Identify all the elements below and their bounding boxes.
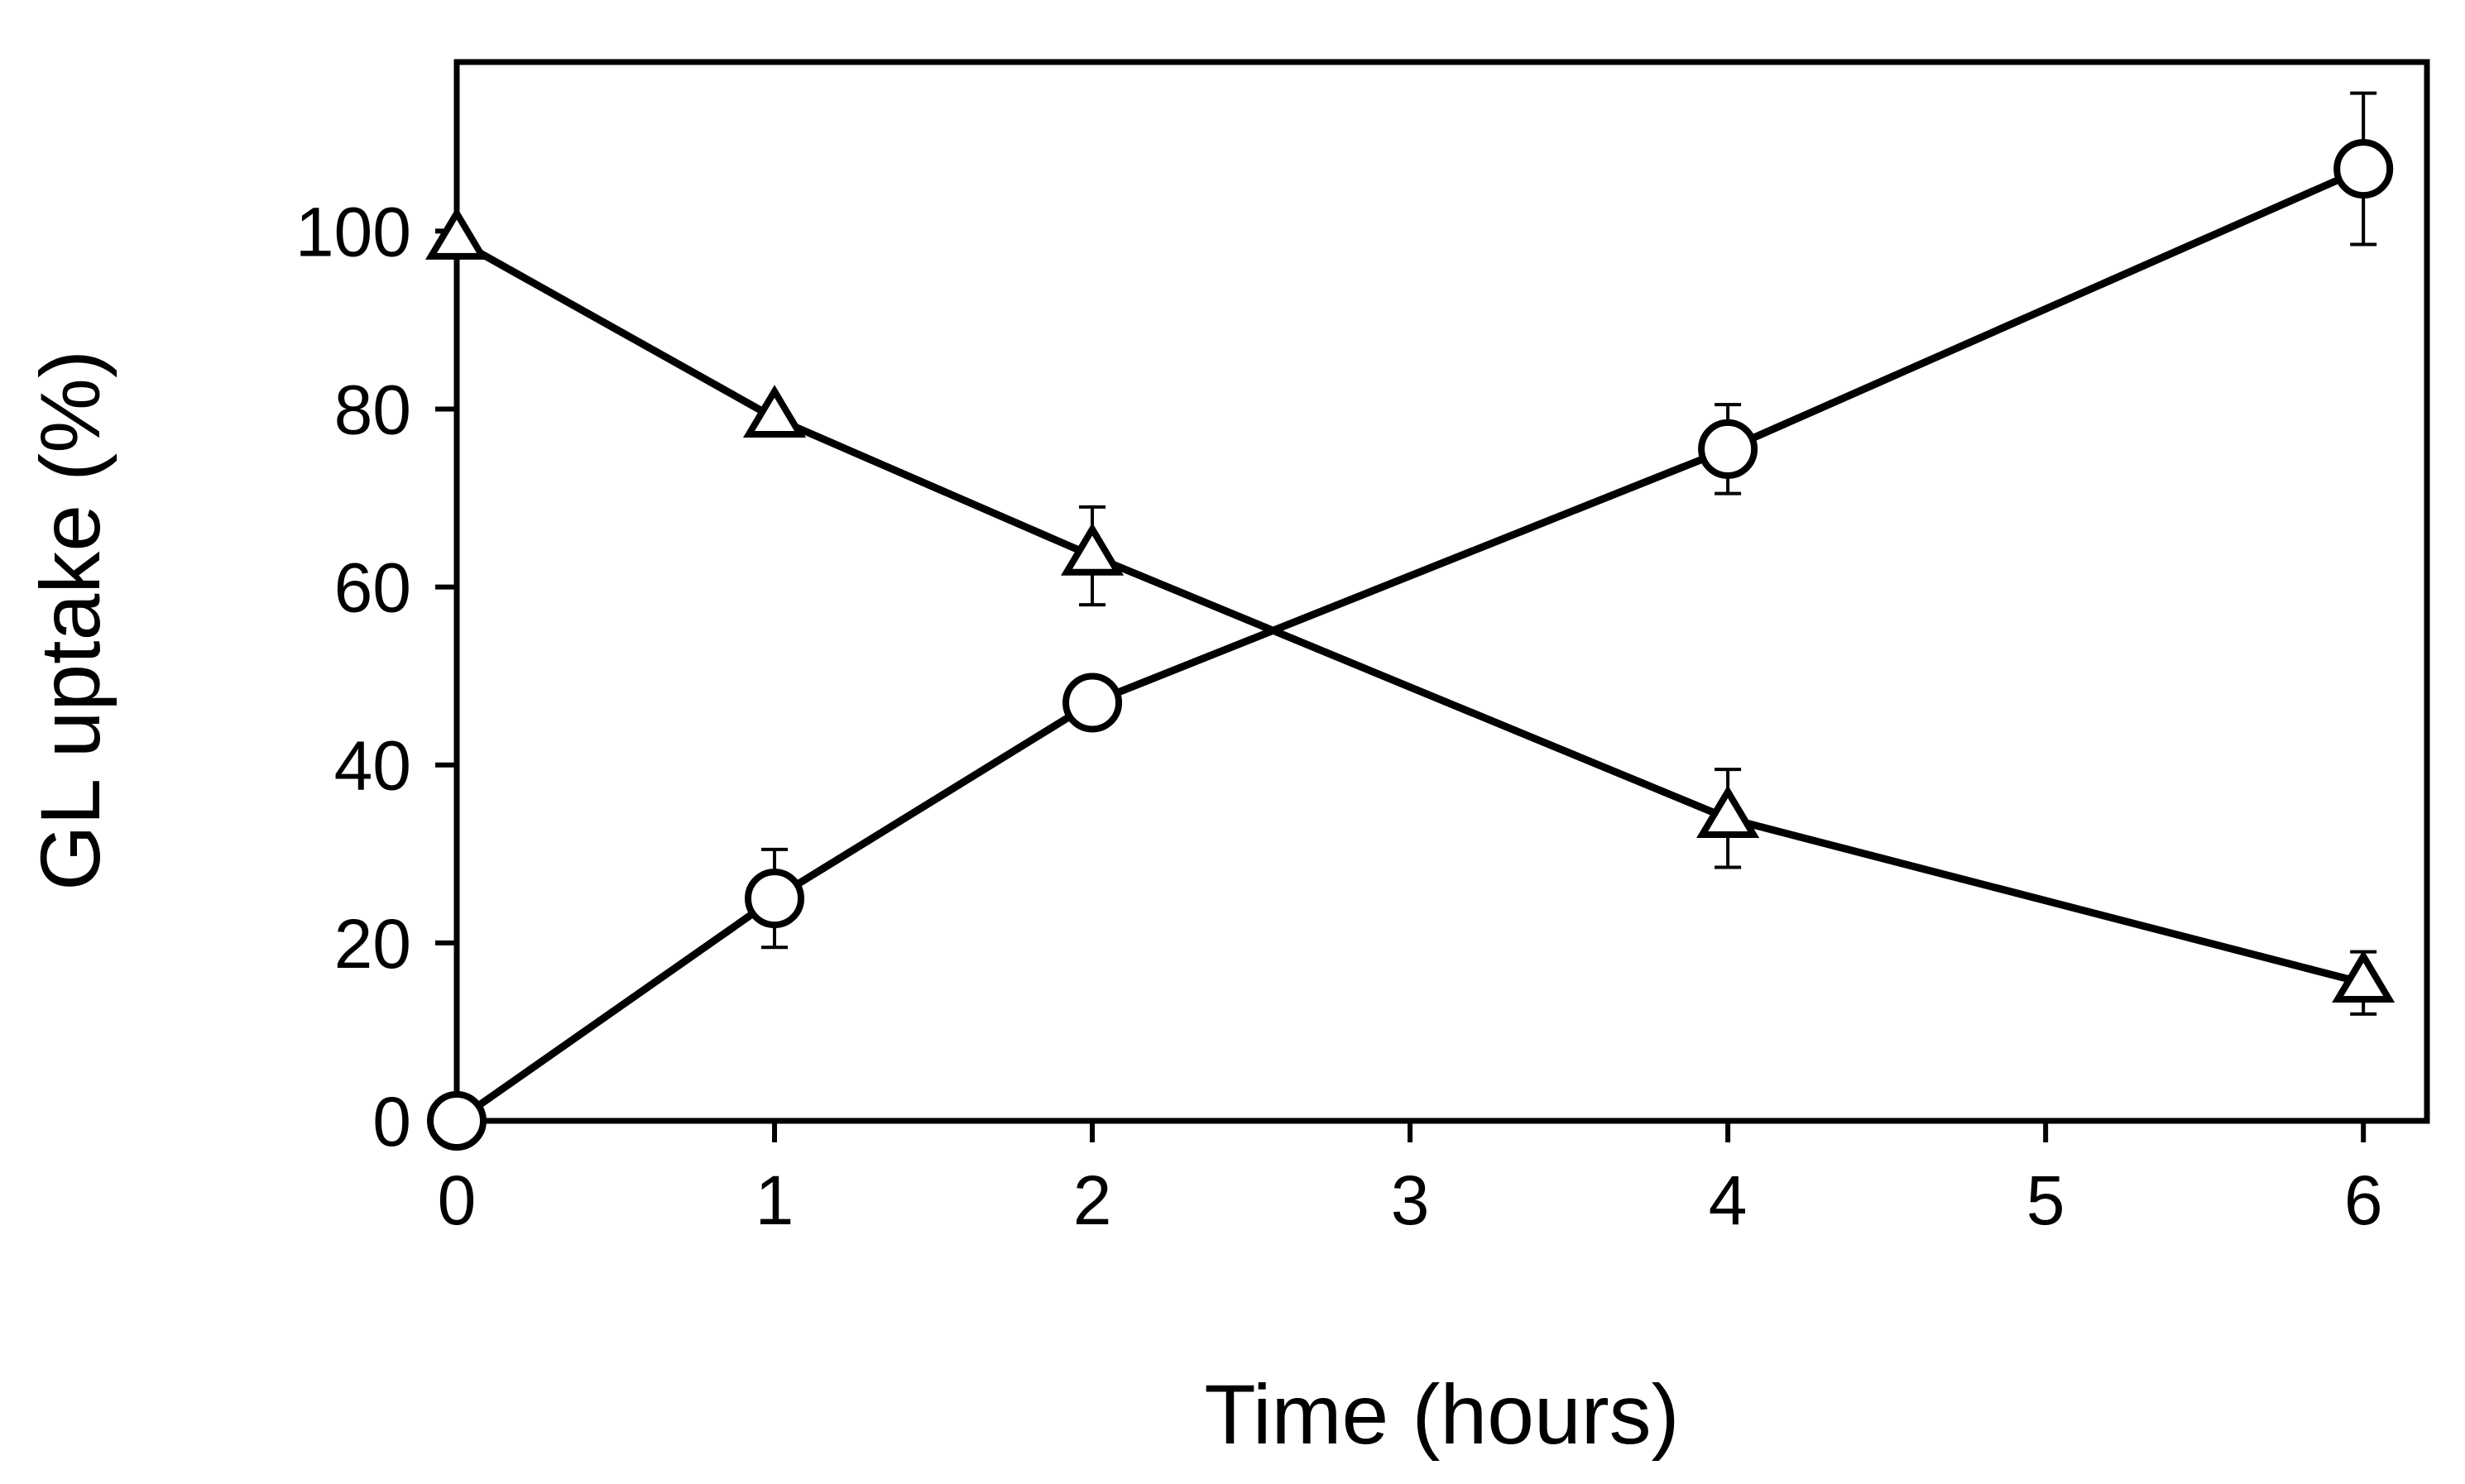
y-tick-label: 60 xyxy=(334,549,411,627)
series-circle-line xyxy=(454,165,2366,1124)
y-tick-label: 100 xyxy=(295,193,411,270)
x-tick-label: 1 xyxy=(755,1161,794,1239)
triangle-marker xyxy=(2332,950,2395,1003)
x-tick-label: 6 xyxy=(2344,1161,2383,1239)
x-axis-title: Time (hours) xyxy=(1204,1367,1679,1462)
y-tick-label: 0 xyxy=(372,1083,411,1161)
series-group xyxy=(424,91,2395,1151)
y-tick-label: 40 xyxy=(334,727,411,805)
triangle-marker xyxy=(424,207,489,260)
circle-marker xyxy=(2333,139,2394,199)
x-tick-label: 4 xyxy=(1709,1161,1748,1239)
circle-marker xyxy=(745,869,805,929)
x-tick-label: 0 xyxy=(438,1161,477,1239)
triangle-marker xyxy=(1061,522,1125,576)
circle-marker xyxy=(1062,673,1123,733)
y-tick-label: 20 xyxy=(334,905,411,983)
x-tick-label: 2 xyxy=(1073,1161,1112,1239)
circle-marker xyxy=(427,1091,487,1151)
triangle-marker xyxy=(1696,785,1760,839)
y-tick-label: 80 xyxy=(334,371,411,448)
plot-frame xyxy=(453,59,2430,1124)
x-tick-label: 5 xyxy=(2026,1161,2065,1239)
series-triangle-line xyxy=(454,237,2365,987)
triangle-marker xyxy=(742,385,807,438)
x-tick-label: 3 xyxy=(1391,1161,1430,1239)
y-axis-title: GL uptake (%) xyxy=(23,350,117,891)
circle-marker xyxy=(1698,419,1758,479)
